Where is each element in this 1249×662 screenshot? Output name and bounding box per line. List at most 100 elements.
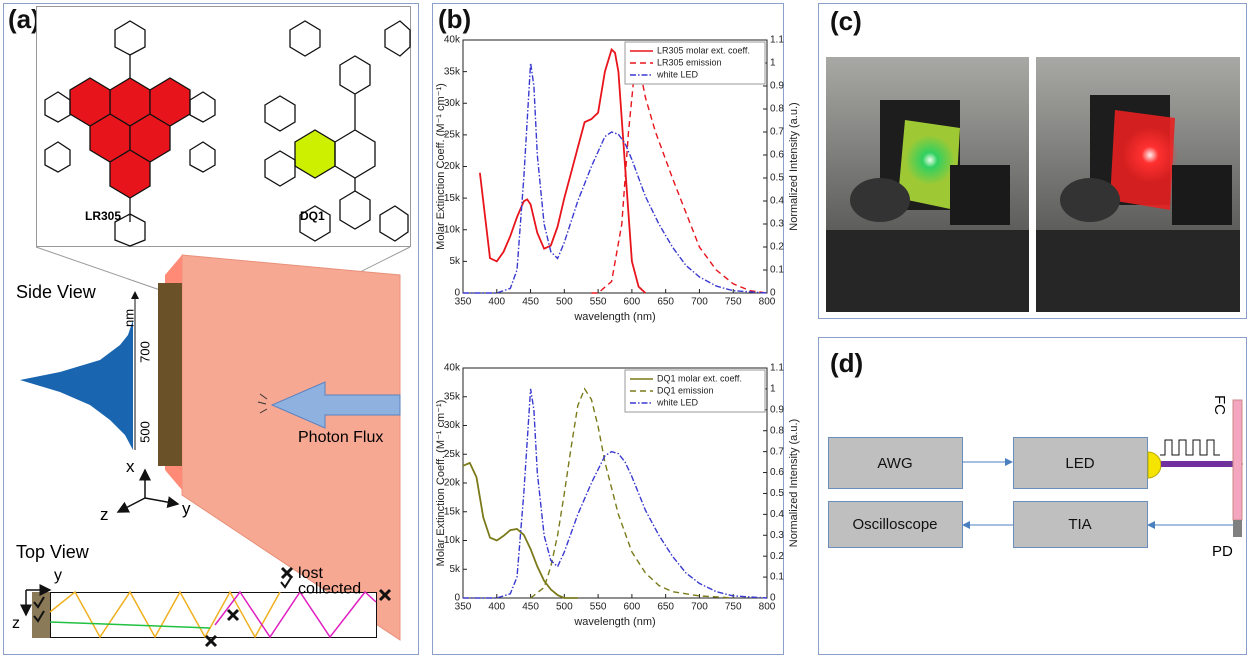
series-line (463, 63, 767, 293)
y-axis-title: Molar Extinction Coeff. (M⁻¹ cm⁻¹) (435, 83, 447, 250)
y2-tick-label: 0 (770, 288, 776, 299)
x-tick-label: 400 (488, 602, 505, 613)
series-line (463, 389, 767, 598)
panel-b-frame (433, 4, 784, 655)
y-tick-label: 0 (454, 288, 460, 299)
y2-tick-label: 0.7 (770, 127, 784, 138)
axis-label: z (12, 615, 20, 632)
x-tick-label: 700 (691, 602, 708, 613)
axis-label: x (126, 457, 135, 476)
y2-tick-label: 1.1 (770, 35, 784, 46)
x-tick-label: 650 (657, 297, 674, 308)
x-tick-label: 750 (725, 297, 742, 308)
y2-tick-label: 0.5 (770, 488, 784, 499)
y2-tick-label: 0.3 (770, 219, 784, 230)
charts: 35040045050055060065070075080005k10k15k2… (435, 35, 800, 628)
legend-label: white LED (656, 397, 699, 407)
panel-label: (d) (830, 348, 863, 378)
y-tick-label: 5k (449, 564, 461, 575)
y-tick-label: 40k (444, 363, 461, 374)
x-tick-label: 700 (691, 297, 708, 308)
y-tick-label: 0 (454, 593, 460, 604)
legend-label: LR305 emission (657, 57, 722, 67)
x-tick-label: 450 (522, 602, 539, 613)
block-label: AWG (877, 455, 912, 472)
histogram (20, 320, 133, 450)
block-label: Oscilloscope (852, 516, 937, 533)
y2-tick-label: 0.2 (770, 551, 784, 562)
y2-tick-label: 0.8 (770, 104, 784, 115)
edge-collector (158, 283, 182, 466)
y-axis-title: Molar Extinction Coeff. (M⁻¹ cm⁻¹) (435, 400, 447, 567)
y2-tick-label: 0.6 (770, 467, 784, 478)
axis-label: y (54, 567, 62, 584)
x-tick-label: 500 (556, 297, 573, 308)
y2-axis-title: Normalized Intensity (a.u.) (788, 102, 800, 230)
series-line (591, 63, 767, 293)
panel-label: (a) (8, 4, 40, 34)
pulse-train (1160, 440, 1220, 455)
y2-tick-label: 0.7 (770, 446, 784, 457)
x-tick-label: 450 (522, 297, 539, 308)
y2-tick-label: 0.1 (770, 265, 784, 276)
x-tick-label: 400 (488, 297, 505, 308)
histogram-tick: 500 (137, 421, 152, 443)
legend-collected: collected (298, 580, 361, 597)
top-view-slab (51, 593, 377, 638)
x-tick-label: 600 (624, 602, 641, 613)
waveguide-slab (182, 255, 400, 640)
block-label: TIA (1068, 516, 1091, 533)
x-tick-label: 750 (725, 602, 742, 613)
series-line (531, 389, 734, 598)
axis-label: y (182, 499, 191, 518)
y2-tick-label: 0.9 (770, 81, 784, 92)
molecule-label: DQ1 (300, 209, 325, 223)
photodiode (1233, 520, 1242, 537)
y2-axis-title: Normalized Intensity (a.u.) (788, 419, 800, 547)
y2-tick-label: 1.1 (770, 363, 784, 374)
x-axis-title: wavelength (nm) (573, 311, 655, 323)
y2-tick-label: 0 (770, 593, 776, 604)
y2-tick-label: 0.8 (770, 425, 784, 436)
x-tick-label: 600 (624, 297, 641, 308)
photon-flux-label: Photon Flux (298, 429, 383, 446)
y2-tick-label: 1 (770, 58, 776, 69)
legend-label: LR305 molar ext. coeff. (657, 45, 750, 55)
x-axis-title: wavelength (nm) (573, 616, 655, 628)
y2-tick-label: 0.9 (770, 404, 784, 415)
molecule-label: LR305 (85, 209, 121, 223)
led (1148, 452, 1161, 478)
pd-label: PD (1212, 543, 1233, 560)
photo (826, 57, 1029, 312)
series-line (480, 50, 646, 294)
y2-tick-label: 0.4 (770, 196, 784, 207)
y2-tick-label: 1 (770, 384, 776, 395)
histogram-tick: 700 (137, 341, 152, 363)
figure: (a) LR305 DQ1 Side View nm 700 (0, 0, 1249, 657)
coordinate-axes (118, 470, 178, 512)
top-view-label: Top View (16, 542, 90, 562)
axis-label: z (100, 505, 109, 524)
y-tick-label: 5k (449, 256, 461, 267)
y2-tick-label: 0.1 (770, 572, 784, 583)
x-tick-label: 500 (556, 602, 573, 613)
photo (1036, 57, 1240, 312)
x-tick-label: 650 (657, 602, 674, 613)
legend-label: DQ1 molar ext. coeff. (657, 373, 742, 383)
legend-label: white LED (656, 69, 699, 79)
panel-label: (c) (830, 6, 862, 36)
histogram-unit: nm (121, 309, 136, 327)
side-view-label: Side View (16, 282, 97, 302)
y2-tick-label: 0.6 (770, 150, 784, 161)
block-label: LED (1065, 455, 1094, 472)
y-tick-label: 40k (444, 35, 461, 46)
legend-label: DQ1 emission (657, 385, 714, 395)
fc-strip (1233, 400, 1242, 520)
fc-label: FC (1211, 395, 1228, 415)
y2-tick-label: 0.2 (770, 242, 784, 253)
fiber (1161, 461, 1233, 467)
y-tick-label: 35k (444, 66, 461, 77)
y2-tick-label: 0.3 (770, 530, 784, 541)
y2-tick-label: 0.5 (770, 173, 784, 184)
x-tick-label: 550 (590, 297, 607, 308)
